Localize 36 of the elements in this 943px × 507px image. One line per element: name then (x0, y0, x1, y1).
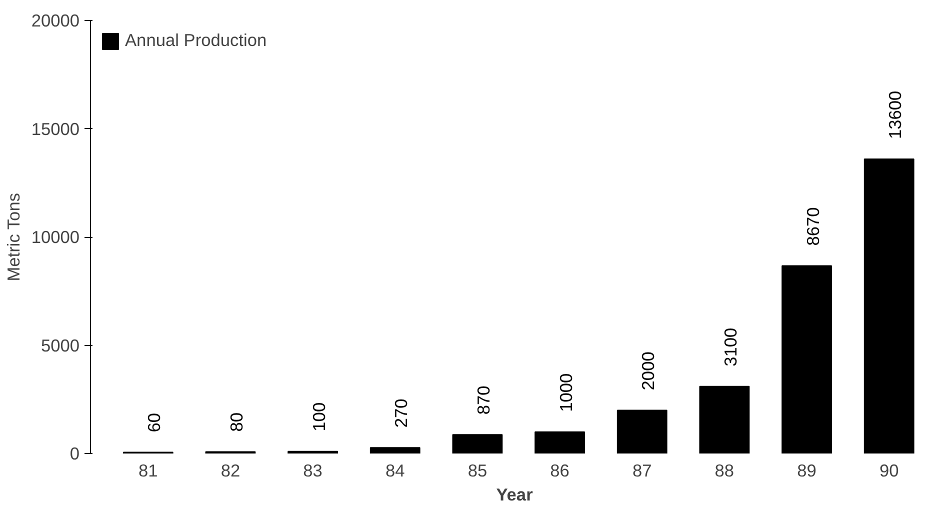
bar (616, 410, 668, 454)
legend-label: Annual Production (125, 30, 267, 51)
data-label: 270 (391, 398, 412, 428)
x-tick-label: 89 (797, 460, 816, 480)
data-label: 60 (144, 412, 164, 432)
bar (288, 450, 338, 454)
data-label: 870 (473, 386, 494, 415)
y-tick-label: 15000 (31, 118, 80, 139)
x-tick-label: 83 (303, 460, 322, 480)
x-tick-label: 90 (879, 460, 899, 480)
data-label: 2000 (638, 352, 658, 390)
bar (864, 158, 914, 454)
bar (699, 386, 750, 454)
x-tick-label: 86 (550, 460, 570, 480)
bar (534, 431, 585, 454)
x-tick-label: 85 (468, 460, 488, 480)
y-tick-label: 20000 (31, 10, 80, 30)
data-label: 1000 (556, 373, 576, 412)
bar (370, 447, 420, 454)
data-label: 13600 (885, 90, 906, 140)
y-axis-title: Metric Tons (3, 192, 24, 282)
bar (782, 265, 832, 454)
data-label: 3100 (720, 328, 740, 366)
data-label: 100 (308, 402, 329, 432)
y-tick-label: 10000 (31, 227, 80, 247)
data-label: 80 (226, 412, 246, 432)
y-tick-label: 5000 (40, 335, 80, 356)
x-tick-label: 84 (385, 460, 406, 480)
x-tick-label: 88 (714, 460, 734, 480)
x-tick-label: 87 (632, 460, 652, 480)
bar (452, 434, 503, 454)
y-tick-label: 0 (70, 444, 80, 464)
x-tick-label: 82 (220, 460, 240, 480)
x-tick-label: 81 (138, 460, 158, 480)
data-label: 8670 (802, 207, 823, 246)
x-axis-title: Year (496, 484, 534, 504)
